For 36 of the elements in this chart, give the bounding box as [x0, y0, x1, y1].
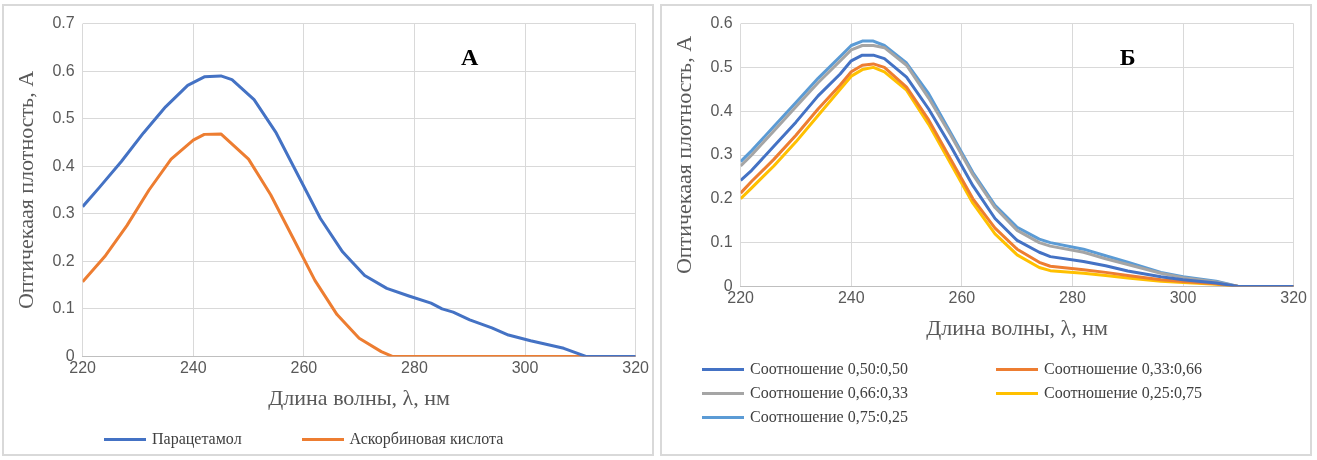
legend-label: Аскорбиновая кислота — [349, 430, 504, 448]
y-tick-label: 0.6 — [710, 14, 733, 32]
x-tick-label: 240 — [837, 289, 865, 307]
y-axis-title: Оптичекаая плотность, А — [670, 35, 696, 275]
x-tick-label: 320 — [1280, 289, 1308, 307]
legend-label: Парацетамол — [152, 430, 242, 448]
x-tick-label: 260 — [290, 359, 318, 377]
x-tick-label: 320 — [622, 359, 650, 377]
y-tick-label: 0.2 — [710, 189, 733, 207]
legend-label: Соотношение 0,66:0,33 — [750, 384, 909, 402]
x-axis-title: Длина волны, λ, нм — [926, 314, 1109, 340]
y-tick-label: 0.5 — [52, 109, 75, 127]
legend-label: Соотношение 0,50:0,50 — [750, 360, 909, 378]
y-axis-title: Оптичекаая плотность, А — [12, 70, 38, 310]
x-tick-label: 280 — [401, 359, 428, 377]
y-tick-label: 0.4 — [52, 156, 75, 174]
y-tick-label: 0.3 — [710, 145, 733, 163]
y-tick-label: 0.5 — [710, 57, 733, 75]
legend-label: Соотношение 0,33:0,66 — [1044, 360, 1203, 378]
x-tick-label: 300 — [511, 359, 539, 377]
y-tick-label: 0.2 — [52, 251, 75, 269]
legend-label: Соотношение 0,25:0,75 — [1044, 384, 1203, 402]
legend-label: Соотношение 0,75:0,25 — [750, 408, 909, 426]
annotation: Б — [1119, 43, 1136, 70]
x-tick-label: 240 — [179, 359, 207, 377]
y-tick-label: 0.4 — [710, 101, 733, 119]
x-axis-title: Длина волны, λ, нм — [268, 384, 451, 410]
y-tick-label: 0.1 — [710, 233, 733, 251]
y-tick-label: 0.7 — [52, 14, 75, 32]
y-tick-label: 0.6 — [52, 61, 75, 79]
y-tick-label: 0.3 — [52, 204, 75, 222]
y-tick-label: 0.1 — [52, 299, 75, 317]
x-tick-label: 260 — [948, 289, 976, 307]
x-tick-label: 300 — [1169, 289, 1197, 307]
x-tick-label: 280 — [1059, 289, 1086, 307]
annotation: А — [461, 43, 480, 70]
